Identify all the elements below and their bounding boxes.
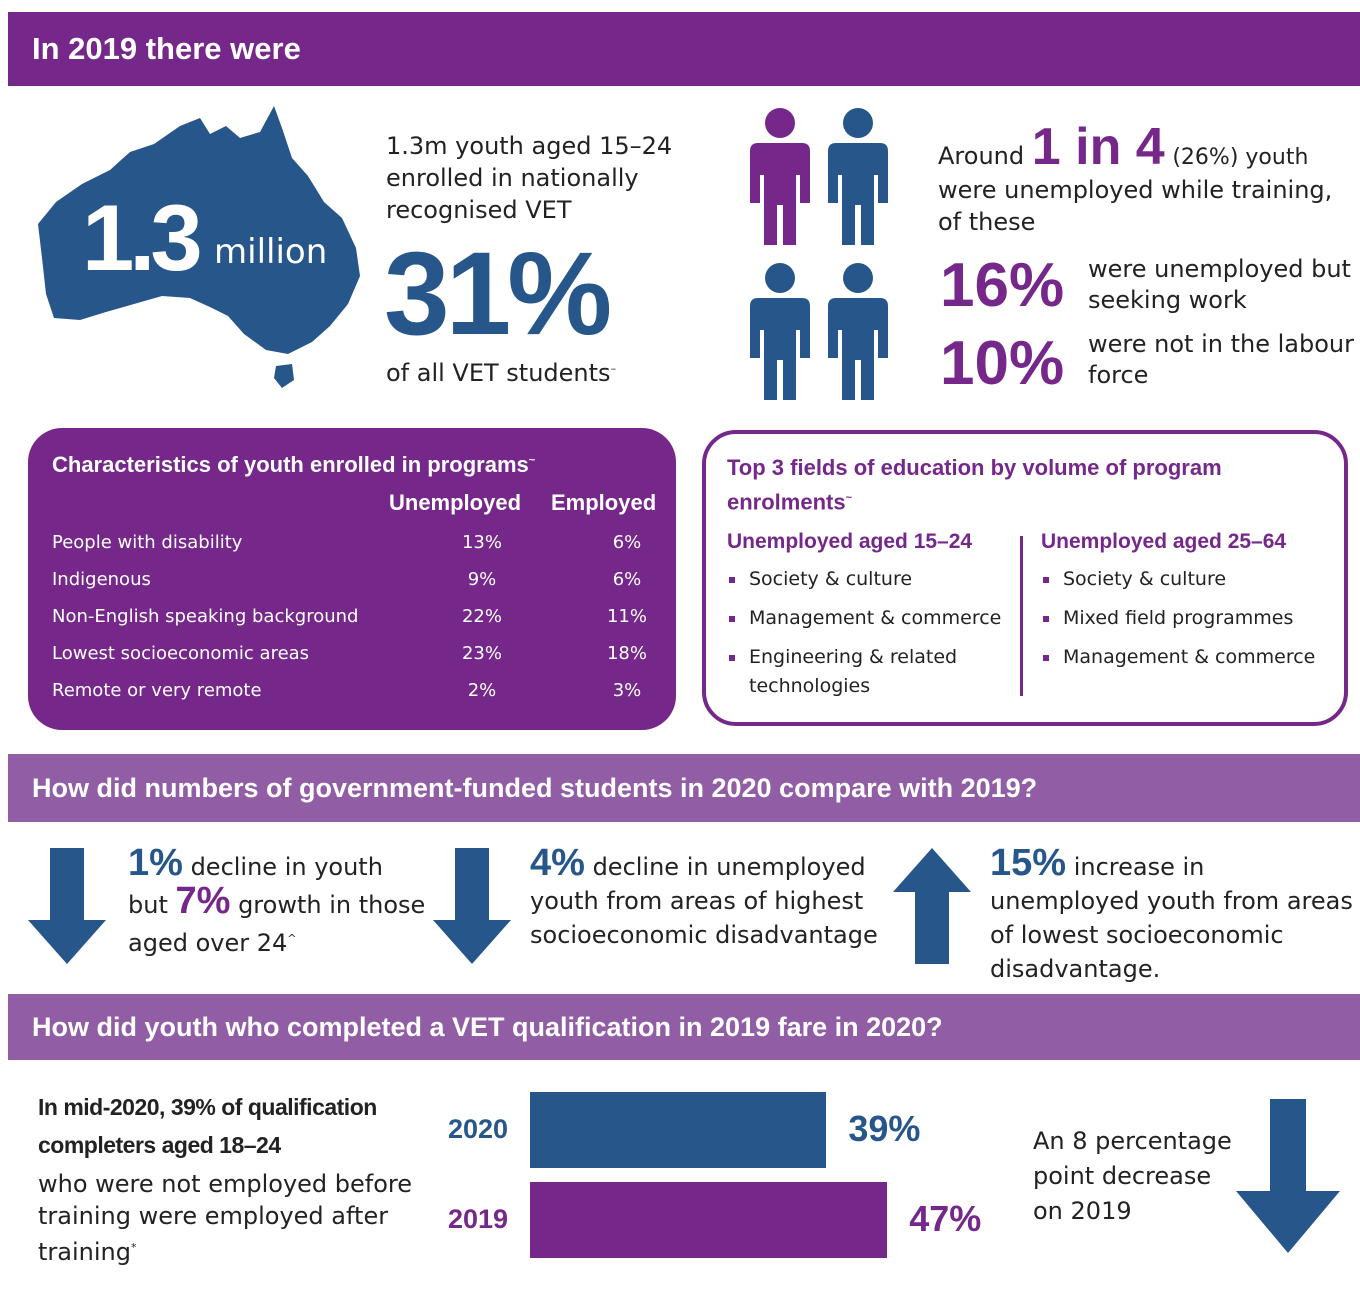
table-cell: 9%: [467, 569, 497, 590]
section-header: In 2019 there were: [8, 12, 1360, 86]
item-text: decline in youth but: [128, 853, 383, 919]
group-item: Management & commerce: [727, 604, 1007, 633]
bar-chart: 2020 39% 2019 47%: [430, 1090, 1030, 1270]
divider: [1020, 536, 1023, 696]
section-title: How did numbers of government-funded stu…: [32, 772, 1038, 803]
panel-title: Characteristics of youth enrolled in pro…: [52, 452, 535, 478]
footnote-mark: *: [130, 1241, 137, 1254]
table-cell: 18%: [606, 643, 647, 664]
comparison-item: 15% increase in unemployed youth from ar…: [990, 844, 1360, 986]
text: who were not employed before training we…: [38, 1170, 413, 1266]
item-value: 7%: [175, 880, 231, 922]
title-text: Top 3 fields of education by volume of p…: [727, 455, 1222, 515]
unemployment-lead: Around 1 in 4 (26%) youth were unemploye…: [938, 121, 1338, 238]
characteristics-table: People with disability 13% 6% Indigenous 9% 6…: [52, 524, 702, 709]
bar: [530, 1182, 888, 1258]
table-cell: 11%: [606, 606, 647, 627]
ratio: 1 in 4: [1031, 118, 1165, 176]
group-item: Mixed field programmes: [1041, 604, 1331, 633]
section-header: How did youth who completed a VET qualif…: [8, 994, 1360, 1060]
summary-percent: 31%: [384, 228, 612, 360]
table-row: Non-English speaking background 22% 11%: [52, 598, 702, 635]
footnote-mark: ~: [845, 492, 853, 504]
table-cell: 6%: [612, 569, 642, 590]
table-cell: 3%: [612, 680, 642, 701]
table-row: Indigenous 9% 6%: [52, 561, 702, 598]
table-cell: Remote or very remote: [52, 680, 262, 701]
bar: [530, 1092, 827, 1168]
table-cell: People with disability: [52, 532, 243, 553]
ratio-note: (26%) youth: [1172, 145, 1309, 170]
unemployment-text: were unemployed while training, of these: [938, 176, 1333, 236]
stat-value: 16%: [940, 251, 1065, 320]
group-list: Society & culture Management & commerce En…: [727, 565, 1007, 711]
item-text: increase in unemployed youth from areas …: [990, 853, 1353, 983]
table-cell: 22%: [461, 606, 502, 627]
outcome-note: An 8 percentage point decrease on 2019: [1033, 1127, 1232, 1225]
group-item: Management & commerce: [1041, 643, 1331, 672]
value-label: 47%: [909, 1198, 982, 1239]
table-cell: Indigenous: [52, 569, 151, 590]
decrease-arrow: [1236, 1099, 1340, 1253]
footnote-mark: ^: [287, 932, 297, 945]
footnote-mark: –: [610, 362, 617, 375]
summary-caption: of all VET students–: [386, 352, 616, 390]
table-cell: Lowest socioeconomic areas: [52, 643, 310, 664]
summary-text: 1.3m youth aged 15–24 enrolled in nation…: [386, 132, 673, 224]
group-item: Engineering & related technologies: [727, 643, 1007, 701]
group-item: Society & culture: [727, 565, 1007, 594]
item-text: growth in those aged over 24: [128, 891, 426, 957]
fields-panel: [702, 430, 1348, 726]
table-cell: 6%: [612, 532, 642, 553]
lead-word: Around: [938, 142, 1025, 170]
stat-value: 10%: [940, 329, 1065, 398]
column-header: Unemployed: [389, 490, 522, 515]
section-header: How did numbers of government-funded stu…: [8, 754, 1360, 822]
group-item: Society & culture: [1041, 565, 1331, 594]
value-label: 39%: [848, 1108, 921, 1149]
table-row: Lowest socioeconomic areas 23% 18%: [52, 635, 702, 672]
people-icons: [750, 108, 888, 400]
item-value: 15%: [990, 842, 1067, 884]
section-title: How did youth who completed a VET qualif…: [32, 1011, 943, 1042]
footnote-mark: ~: [528, 454, 536, 467]
header-title: In 2019 there were: [32, 31, 301, 66]
stat-text: were unemployed but seeking work: [1088, 255, 1351, 314]
category-label: 2020: [448, 1114, 509, 1144]
group-title: Unemployed aged 15–24: [727, 530, 973, 553]
table-row: People with disability 13% 6%: [52, 524, 702, 561]
outcome-bold: In mid-2020, 39% of qualification comple…: [38, 1094, 377, 1158]
table-row: Remote or very remote 2% 3%: [52, 672, 702, 709]
table-cell: 13%: [461, 532, 502, 553]
panel-title: Top 3 fields of education by volume of p…: [727, 452, 1247, 517]
table-cell: Non-English speaking background: [52, 606, 359, 627]
trend-arrows: [28, 848, 971, 964]
item-value: 1%: [128, 842, 183, 884]
stat-text: were not in the labour force: [1088, 330, 1354, 389]
caption-text: of all VET students: [386, 359, 611, 387]
category-label: 2019: [448, 1204, 509, 1234]
group-title: Unemployed aged 25–64: [1041, 530, 1287, 553]
big-number: 1.3: [82, 185, 203, 290]
outcome-text: who were not employed before training we…: [38, 1168, 418, 1268]
australia-map: [38, 106, 360, 388]
comparison-item: 4% decline in unemployed youth from area…: [530, 844, 880, 952]
table-cell: 23%: [461, 643, 502, 664]
comparison-item: 1% decline in youth but 7% growth in tho…: [128, 844, 428, 960]
item-value: 4%: [530, 842, 585, 884]
column-header: Employed: [551, 490, 657, 515]
big-unit: million: [214, 232, 328, 272]
title-text: Characteristics of youth enrolled in pro…: [52, 452, 529, 477]
characteristics-panel: [28, 428, 676, 730]
table-cell: 2%: [467, 680, 497, 701]
item-text: decline in unemployed youth from areas o…: [530, 853, 878, 949]
group-list: Society & culture Mixed field programmes M…: [1041, 565, 1331, 682]
